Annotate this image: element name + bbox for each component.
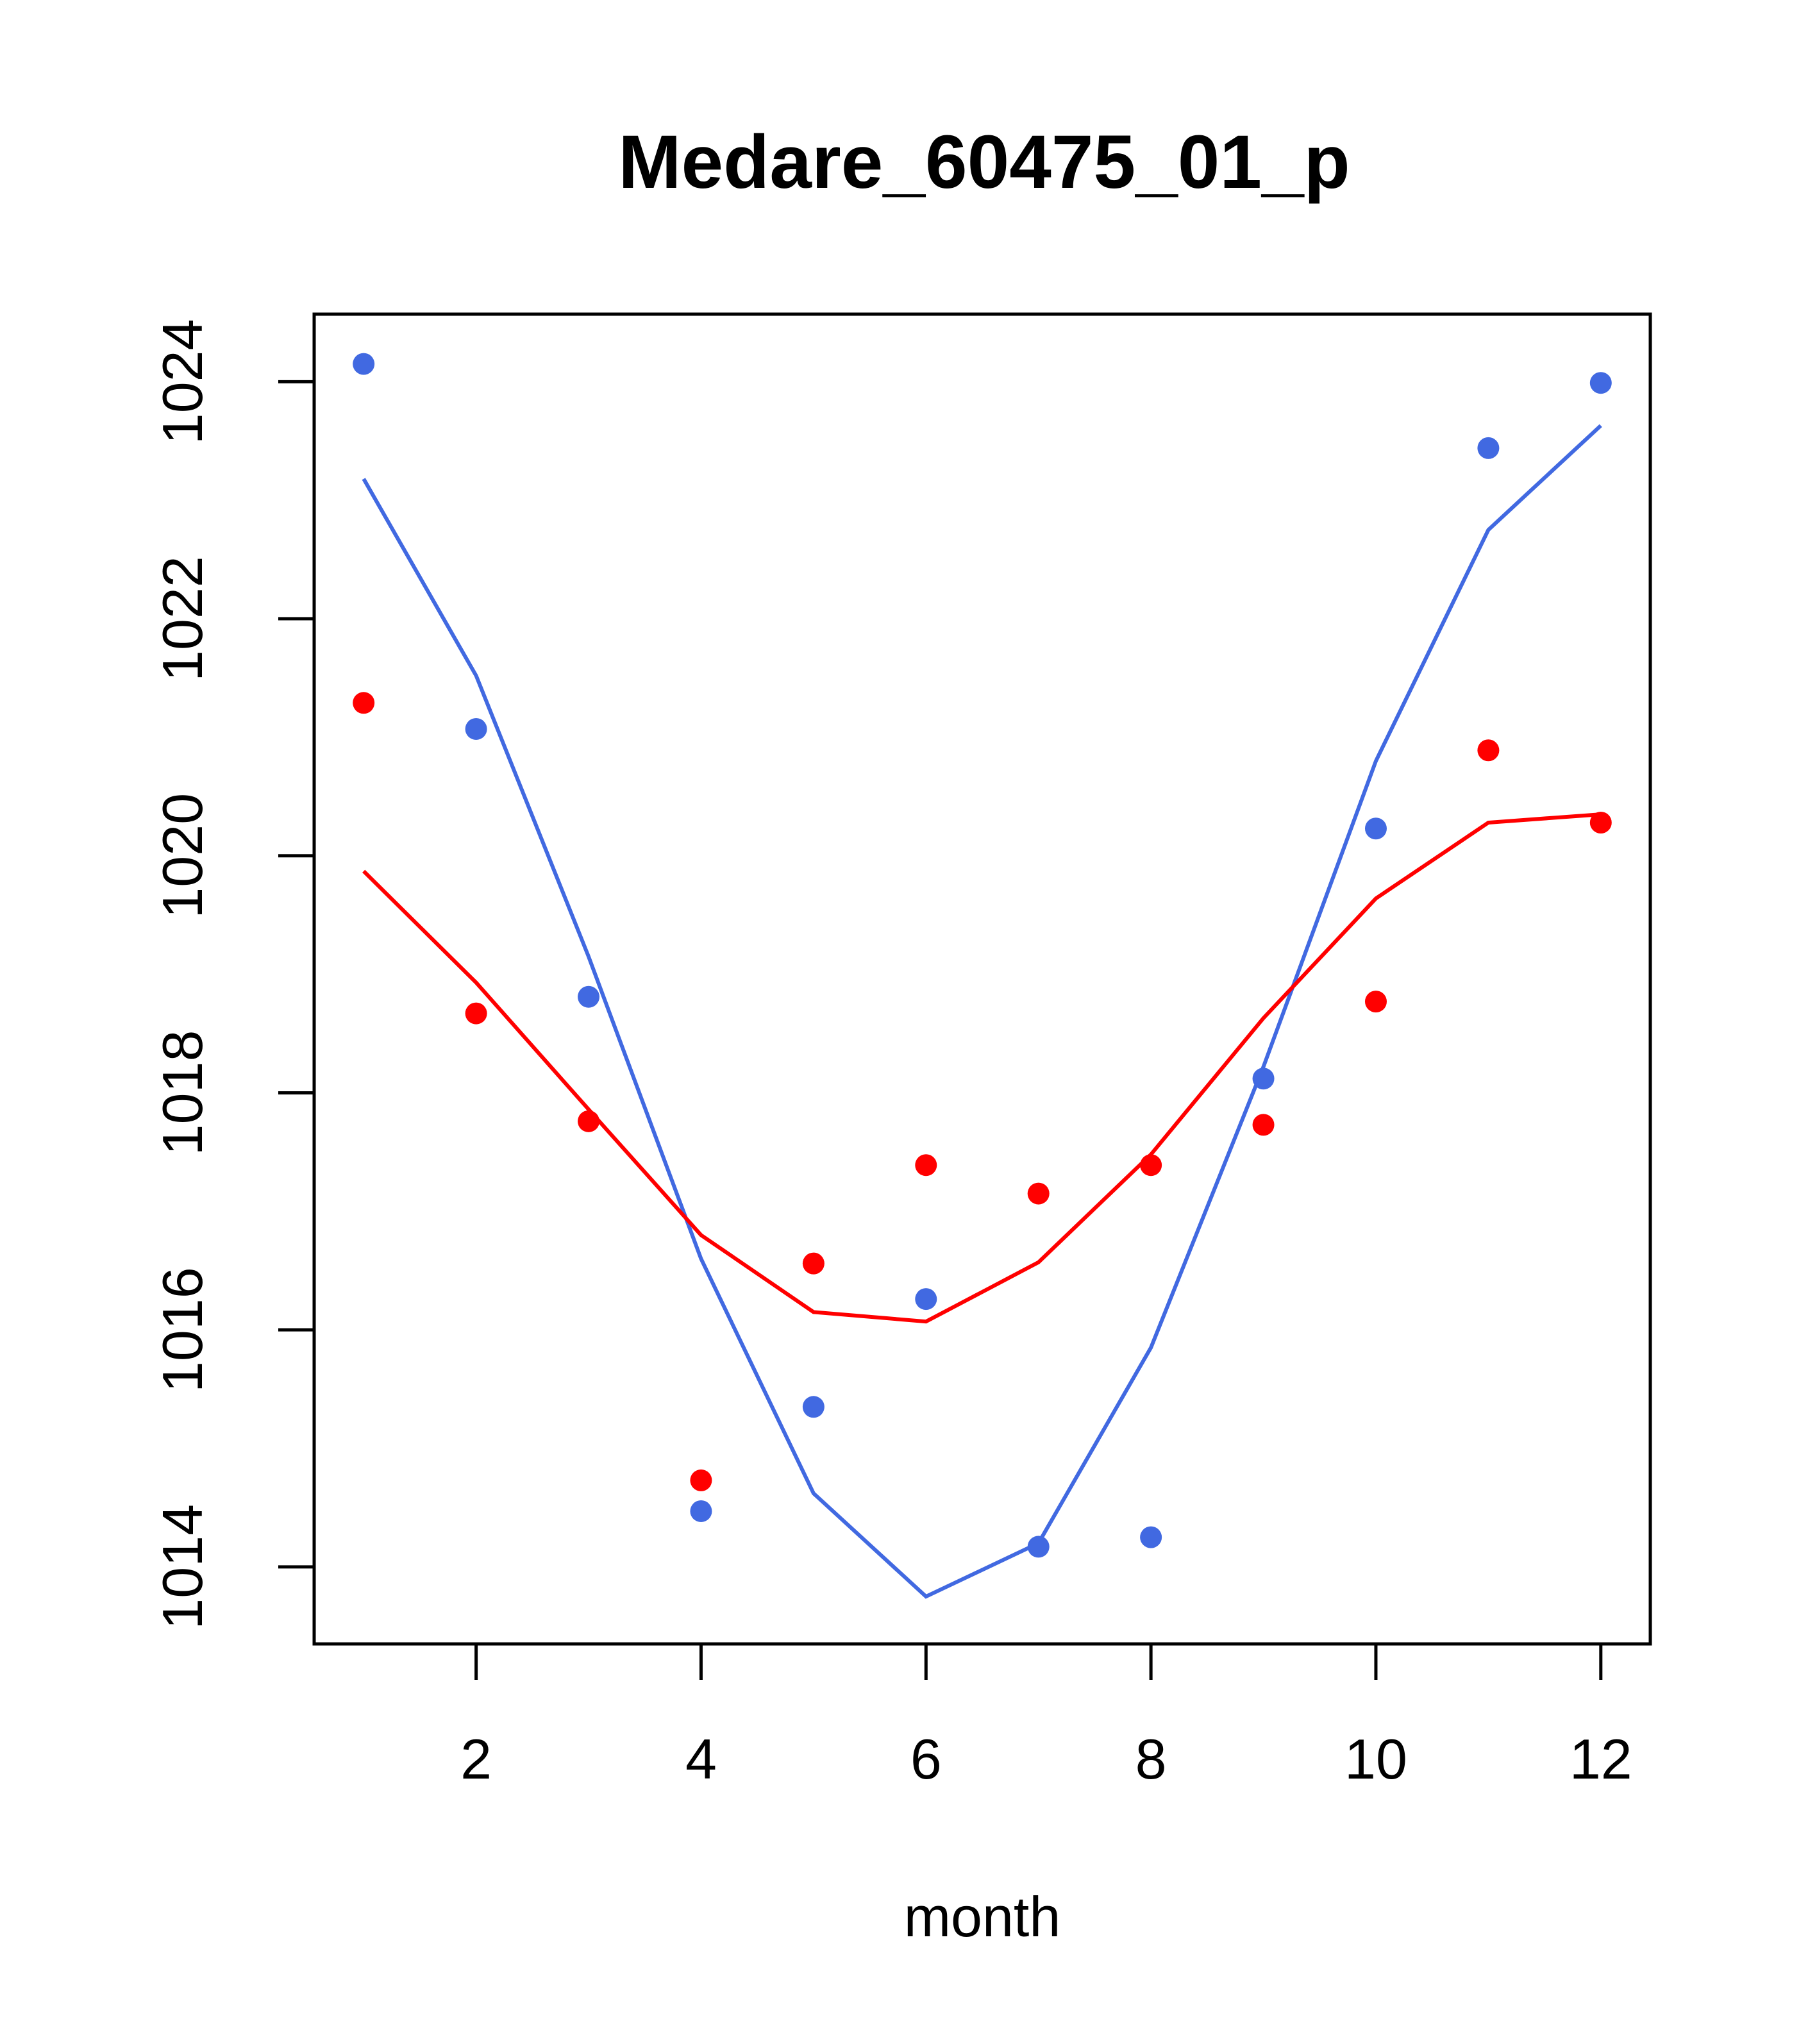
series-lines bbox=[362, 424, 1602, 1599]
x-tick-label: 10 bbox=[1344, 1727, 1407, 1791]
y-tick-label: 1022 bbox=[151, 556, 214, 682]
y-tick-label: 1024 bbox=[151, 319, 214, 444]
blue-points-point bbox=[915, 1288, 937, 1311]
red-points-point bbox=[1589, 812, 1612, 834]
x-axis-label: month bbox=[904, 1885, 1061, 1948]
red-points-point bbox=[1140, 1154, 1162, 1177]
red-points-point bbox=[465, 1002, 487, 1025]
y-tick-label: 1014 bbox=[151, 1504, 214, 1630]
x-tick-label: 8 bbox=[1135, 1727, 1167, 1791]
blue-points-point bbox=[353, 353, 375, 375]
red-points-point bbox=[1364, 991, 1387, 1013]
blue-points-point bbox=[1027, 1536, 1050, 1558]
x-tick-label: 2 bbox=[460, 1727, 492, 1791]
x-tick-label: 12 bbox=[1570, 1727, 1632, 1791]
y-tick-label: 1016 bbox=[151, 1267, 214, 1393]
blue-points-point bbox=[465, 717, 487, 740]
y-tick-label: 1020 bbox=[151, 793, 214, 919]
red-points-point bbox=[1252, 1114, 1275, 1136]
red-points-point bbox=[353, 692, 375, 714]
blue-points-point bbox=[1140, 1526, 1162, 1548]
blue-points-point bbox=[1364, 817, 1387, 840]
series-points bbox=[353, 353, 1612, 1558]
red-points-point bbox=[802, 1252, 825, 1275]
chart-title: Medare_60475_01_p bbox=[618, 120, 1350, 205]
blue-points-point bbox=[1589, 372, 1612, 394]
blue-points-point bbox=[690, 1500, 712, 1522]
red-points-point bbox=[915, 1154, 937, 1177]
y-tick-label: 1018 bbox=[151, 1030, 214, 1156]
red-points-point bbox=[690, 1469, 712, 1491]
red-points-point bbox=[578, 1110, 600, 1132]
red-line bbox=[362, 812, 1602, 1324]
blue-line bbox=[362, 424, 1602, 1599]
plot-frame bbox=[312, 312, 1652, 1646]
blue-points-point bbox=[1252, 1068, 1275, 1090]
x-tick-label: 6 bbox=[910, 1727, 942, 1791]
red-points-point bbox=[1027, 1182, 1050, 1205]
blue-points-point bbox=[578, 985, 600, 1008]
blue-points-point bbox=[1477, 437, 1500, 459]
blue-points-point bbox=[802, 1396, 825, 1418]
x-tick-label: 4 bbox=[685, 1727, 717, 1791]
red-points-point bbox=[1477, 739, 1500, 762]
